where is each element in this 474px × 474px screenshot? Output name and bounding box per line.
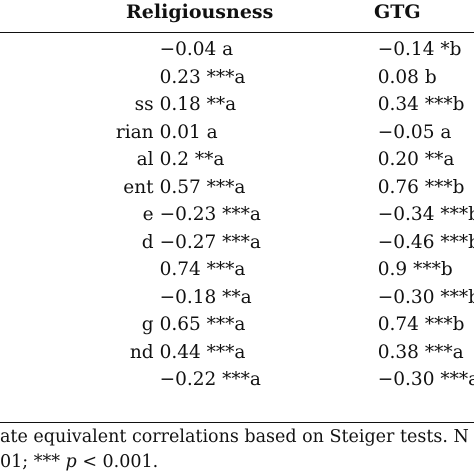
row-label: ss: [134, 94, 154, 116]
gtg-value: 0.20 **a: [377, 149, 455, 171]
table-row: rian 0.01 a −0.05 a: [0, 119, 474, 147]
row-label-cell: g: [0, 311, 160, 339]
row-label: ent: [123, 176, 154, 198]
row-label-cell: nd: [0, 339, 160, 367]
table-row: −0.04 a −0.14 *b: [0, 36, 474, 64]
religiousness-value: −0.04 a: [159, 39, 234, 61]
religiousness-value: 0.57 ***a: [159, 176, 246, 198]
gtg-value: −0.34 ***b: [377, 204, 474, 226]
table-bottom-rule: [0, 422, 474, 423]
footnote-line-2-text: 01; *** p < 0.001.: [0, 452, 159, 472]
table-footnote: ate equivalent correlations based on Ste…: [0, 425, 474, 474]
row-label-cell: ent: [0, 174, 160, 202]
religiousness-value: 0.23 ***a: [159, 66, 246, 88]
gtg-value: 0.74 ***b: [377, 314, 465, 336]
row-label-cell: rian: [0, 119, 160, 147]
gtg-value: 0.9 ***b: [377, 259, 453, 281]
row-label: rian: [115, 121, 154, 143]
row-label-cell: al: [0, 146, 160, 174]
table-row: nd 0.44 ***a 0.38 ***a: [0, 339, 474, 367]
gtg-value: 0.08 b: [377, 66, 437, 88]
table-row: ss 0.18 **a 0.34 ***b: [0, 91, 474, 119]
row-label-cell: [0, 36, 160, 64]
table-row: e −0.23 ***a −0.34 ***b: [0, 201, 474, 229]
gtg-value: 0.38 ***a: [377, 341, 464, 363]
table-row: 0.74 ***a 0.9 ***b: [0, 256, 474, 284]
gtg-value: −0.30 ***b: [377, 286, 474, 308]
row-label: e: [142, 204, 154, 226]
table-row: ent 0.57 ***a 0.76 ***b: [0, 174, 474, 202]
column-header-gtg: GTG: [374, 1, 421, 23]
gtg-value: 0.76 ***b: [377, 176, 465, 198]
gtg-value: −0.14 *b: [377, 39, 462, 61]
row-label-cell: ss: [0, 91, 160, 119]
gtg-value: −0.46 ***b: [377, 231, 474, 253]
row-label: g: [141, 314, 154, 336]
row-label-cell: [0, 366, 160, 394]
religiousness-value: 0.44 ***a: [159, 341, 246, 363]
religiousness-value: 0.65 ***a: [159, 314, 246, 336]
gtg-value: −0.05 a: [377, 121, 452, 143]
table-row: −0.18 **a −0.30 ***b: [0, 284, 474, 312]
religiousness-value: −0.23 ***a: [159, 204, 261, 226]
correlation-table: −0.04 a −0.14 *b 0.23 ***a 0.08 b ss 0.18 **a…: [0, 36, 474, 394]
gtg-value: −0.30 ***a: [377, 369, 474, 391]
table-row: 0.23 ***a 0.08 b: [0, 64, 474, 92]
footnote-line-1: ate equivalent correlations based on Ste…: [0, 427, 469, 447]
row-label-cell: [0, 256, 160, 284]
row-label: nd: [129, 341, 154, 363]
row-label: al: [136, 149, 154, 171]
table-row: d −0.27 ***a −0.46 ***b: [0, 229, 474, 257]
religiousness-value: 0.18 **a: [159, 94, 237, 116]
religiousness-value: −0.22 ***a: [159, 369, 261, 391]
header-rule: [0, 32, 474, 33]
gtg-value: 0.34 ***b: [377, 94, 465, 116]
row-label-cell: [0, 284, 160, 312]
row-label: d: [141, 231, 154, 253]
table-row: g 0.65 ***a 0.74 ***b: [0, 311, 474, 339]
row-label-cell: e: [0, 201, 160, 229]
religiousness-value: 0.74 ***a: [159, 259, 246, 281]
footnote-line-2: 01; *** p < 0.001.: [0, 450, 474, 474]
column-header-religiousness: Religiousness: [126, 1, 274, 23]
religiousness-value: 0.01 a: [159, 121, 218, 143]
religiousness-value: −0.27 ***a: [159, 231, 261, 253]
religiousness-value: 0.2 **a: [159, 149, 225, 171]
row-label-cell: [0, 64, 160, 92]
religiousness-value: −0.18 **a: [159, 286, 252, 308]
table-row: −0.22 ***a −0.30 ***a: [0, 366, 474, 394]
table-row: al 0.2 **a 0.20 **a: [0, 146, 474, 174]
row-label-cell: d: [0, 229, 160, 257]
